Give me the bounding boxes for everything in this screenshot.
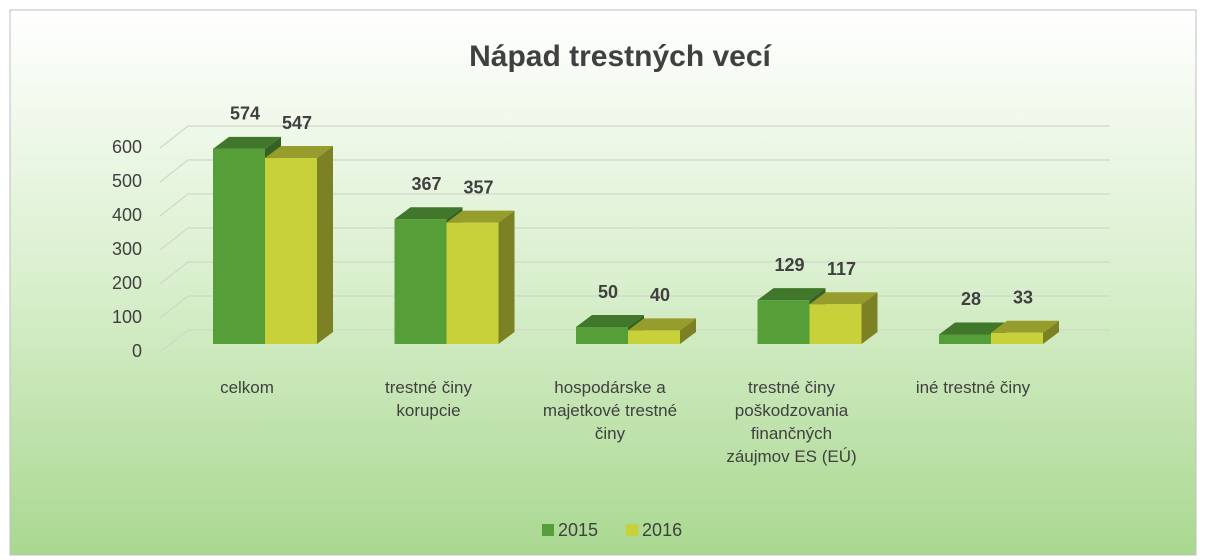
legend-swatch <box>626 524 639 536</box>
value-label: 574 <box>230 104 260 124</box>
value-label: 129 <box>774 255 804 275</box>
bar-top <box>213 136 281 149</box>
x-tick-label: trestné činy poškodzovania finančných zá… <box>726 378 857 466</box>
value-label: 28 <box>961 289 981 309</box>
value-label: 357 <box>463 177 493 197</box>
grid-line <box>159 227 1110 251</box>
bar-top <box>809 292 878 305</box>
value-label: 33 <box>1013 288 1033 308</box>
grid-line <box>159 159 1110 183</box>
value-label: 40 <box>650 285 670 305</box>
grid-line <box>159 193 1110 217</box>
bar <box>628 330 680 344</box>
bar-side <box>680 318 696 344</box>
y-tick-label: 300 <box>112 239 142 259</box>
y-tick-label: 600 <box>112 137 142 157</box>
value-label: 50 <box>598 282 618 302</box>
bar <box>809 304 862 344</box>
bar <box>213 148 265 344</box>
value-label: 367 <box>411 174 441 194</box>
y-tick-label: 200 <box>112 273 142 293</box>
bar-side <box>498 210 515 344</box>
legend-label: 2015 <box>558 520 598 540</box>
chart-title: Nápad trestných vecí <box>469 40 772 73</box>
grid-line <box>159 125 1110 149</box>
value-label: 117 <box>827 259 856 279</box>
bar <box>757 300 810 344</box>
value-label: 547 <box>282 113 312 133</box>
grid-line <box>159 261 1110 285</box>
x-tick-label: trestné činy korupcie <box>385 378 472 420</box>
bar-side <box>317 146 333 344</box>
y-tick-label: 500 <box>112 171 142 191</box>
x-tick-label: hospodárske a majetkové trestné činy <box>542 378 678 443</box>
bar <box>991 332 1043 344</box>
legend-swatch <box>542 524 554 536</box>
chart-background <box>9 9 1197 556</box>
bar <box>394 219 447 344</box>
bar-side <box>1043 320 1059 344</box>
bar-side <box>861 292 878 344</box>
bar-top <box>576 315 644 327</box>
bar-top <box>628 318 696 331</box>
bar <box>576 327 628 344</box>
y-tick-label: 0 <box>132 341 142 361</box>
bar <box>446 222 499 344</box>
bar-top <box>446 210 515 223</box>
bar <box>939 334 991 344</box>
bar-top <box>265 146 333 159</box>
legend-label: 2016 <box>642 520 682 540</box>
x-tick-label: iné trestné činy <box>915 378 1031 397</box>
x-tick-label: celkom <box>220 378 274 397</box>
bar <box>265 158 317 344</box>
bar-top <box>394 207 463 220</box>
bar-top <box>991 320 1059 333</box>
y-tick-label: 100 <box>112 307 142 327</box>
y-tick-label: 400 <box>112 205 142 225</box>
bar-top <box>757 288 826 301</box>
bar-top <box>939 322 1007 335</box>
